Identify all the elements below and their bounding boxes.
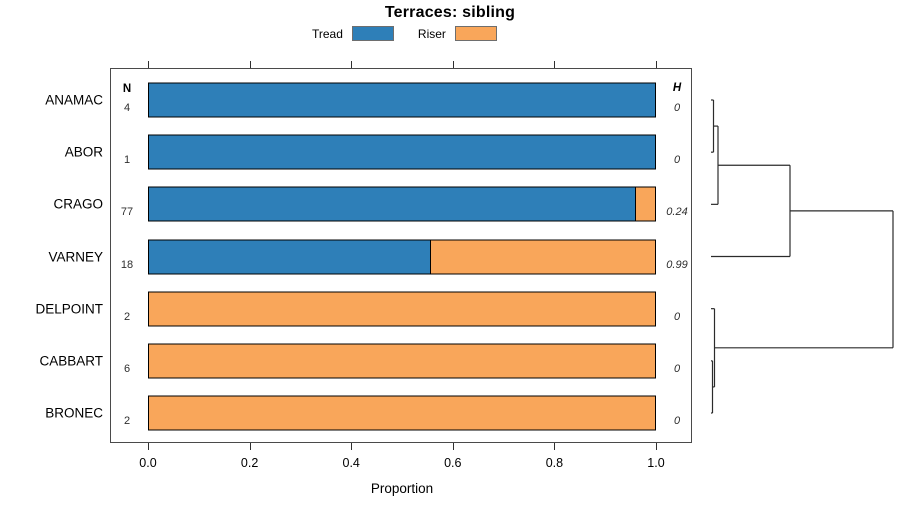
category-label-abor: ABOR <box>64 144 103 160</box>
legend-label-riser: Riser <box>417 26 446 41</box>
stacked-bar-varney <box>148 239 656 274</box>
h-value: 0 <box>673 102 681 114</box>
x-tick-label: 0.4 <box>342 456 360 470</box>
h-column-header: H <box>672 82 682 94</box>
n-value: 1 <box>123 154 131 167</box>
bar-segment-riser <box>429 240 655 273</box>
category-label-anamac: ANAMAC <box>45 92 103 108</box>
x-tick-top <box>351 61 353 68</box>
legend-spacer <box>394 33 418 34</box>
stacked-bar-cabbart <box>148 343 656 379</box>
x-tick-top <box>452 61 454 68</box>
n-value: 2 <box>123 415 131 428</box>
n-value: 4 <box>123 102 131 114</box>
stacked-bar-bronec <box>148 395 656 431</box>
category-label-cabbart: CABBART <box>39 353 103 369</box>
category-label-bronec: BRONEC <box>45 405 103 421</box>
x-tick-bottom <box>554 443 556 450</box>
h-value: 0.24 <box>666 206 688 219</box>
x-tick-bottom <box>148 443 149 450</box>
legend-swatch-tread <box>351 26 394 41</box>
legend-swatch-riser <box>454 26 497 41</box>
legend: Tread Riser <box>312 26 497 41</box>
legend-label-tread: Tread <box>312 26 343 41</box>
x-tick-label: 0.0 <box>139 456 157 470</box>
stacked-bar-abor <box>148 134 656 170</box>
stacked-bar-crago <box>148 186 656 222</box>
h-value: 0.99 <box>666 258 688 271</box>
bar-segment-tread <box>149 240 430 273</box>
bar-segment-riser <box>149 344 655 378</box>
n-value: 2 <box>123 310 131 323</box>
x-tick-top <box>249 61 251 68</box>
n-value: 6 <box>123 362 131 375</box>
x-axis-label: Proportion <box>370 481 434 496</box>
x-tick-bottom <box>351 443 353 450</box>
bar-segment-riser <box>149 292 655 326</box>
stacked-bar-anamac <box>148 82 656 118</box>
bar-segment-riser <box>149 396 655 430</box>
h-value: 0 <box>673 362 681 375</box>
category-label-delpoint: DELPOINT <box>35 301 103 317</box>
x-tick-label: 0.2 <box>240 456 259 470</box>
x-tick-top <box>554 61 556 68</box>
category-label-varney: VARNEY <box>48 249 103 264</box>
x-tick-label: 0.6 <box>444 456 462 470</box>
bar-segment-tread <box>149 83 655 117</box>
x-tick-top <box>148 61 149 68</box>
x-tick-label: 1.0 <box>647 456 665 470</box>
dendrogram <box>711 99 894 414</box>
x-tick-bottom <box>249 443 251 450</box>
h-value: 0 <box>673 415 681 428</box>
h-value: 0 <box>673 154 681 167</box>
n-value: 18 <box>120 258 134 271</box>
x-tick-bottom <box>452 443 454 450</box>
stacked-bar-delpoint <box>148 291 656 327</box>
bar-segment-riser <box>634 187 655 221</box>
bar-segment-tread <box>149 187 635 221</box>
bar-segment-tread <box>149 135 655 169</box>
x-tick-bottom <box>656 443 657 450</box>
category-label-crago: CRAGO <box>53 196 103 212</box>
n-value: 77 <box>120 206 134 219</box>
n-column-header: N <box>122 83 132 95</box>
h-value: 0 <box>673 310 681 323</box>
chart-title: Terraces: sibling <box>384 4 516 21</box>
x-tick-label: 0.8 <box>545 456 564 470</box>
x-tick-top <box>656 61 657 68</box>
